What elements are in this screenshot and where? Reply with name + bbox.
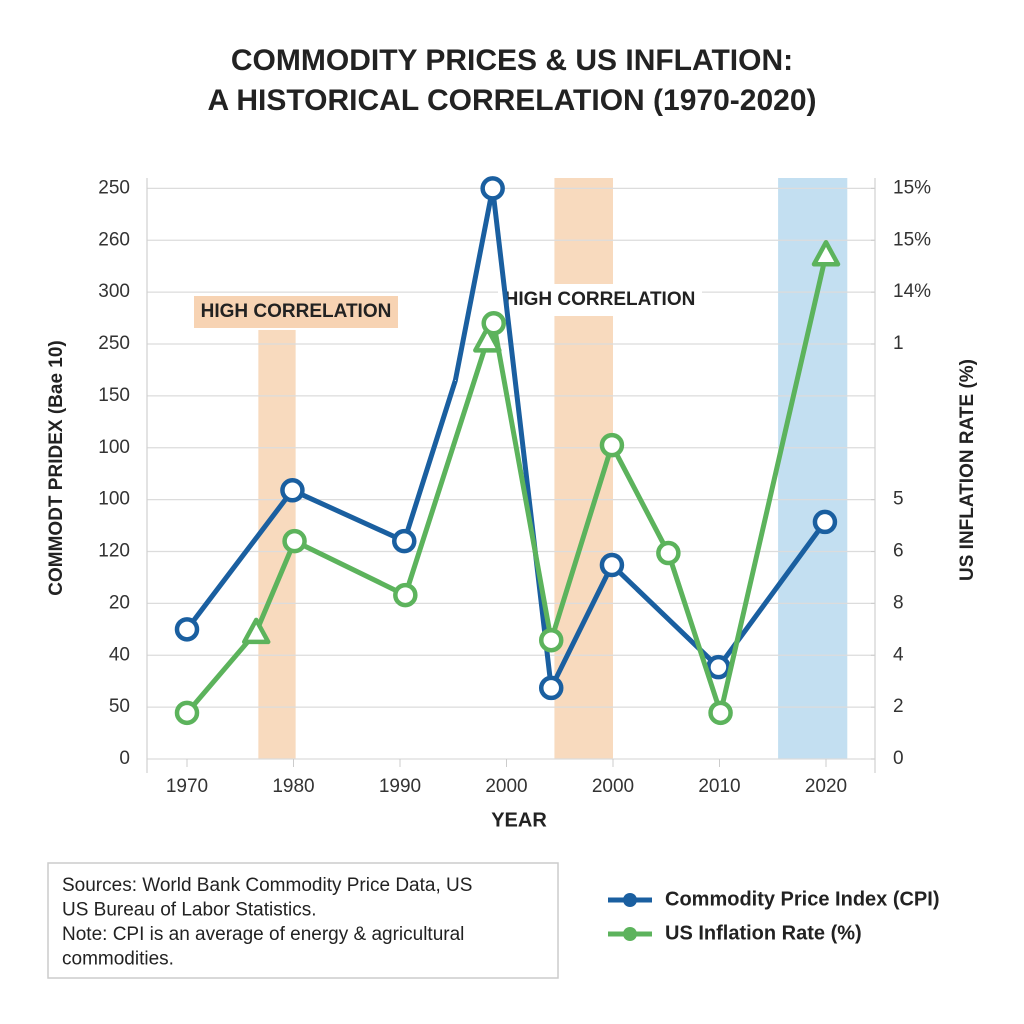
y2-tick-label: 6 (893, 541, 904, 562)
y-tick-label: 100 (98, 437, 130, 458)
point (241, 617, 271, 645)
y-tick-label: 250 (98, 333, 130, 354)
x-axis-label: YEAR (491, 809, 547, 831)
y2-tick-label: 15% (893, 177, 931, 198)
annotation-bg (194, 296, 398, 328)
y-tick-label: 150 (98, 385, 130, 406)
x-tick-label: 2000 (485, 776, 527, 797)
notes: Sources: World Bank Commodity Price Data… (62, 875, 472, 970)
y-tick-label: 20 (109, 592, 130, 613)
legend-label: US Inflation Rate (%) (665, 922, 862, 944)
annotation-bg (498, 284, 702, 316)
point (392, 528, 417, 554)
y-tick-label: 260 (98, 229, 130, 250)
point (811, 240, 841, 267)
point (280, 478, 305, 503)
y2-tick-label: 5 (893, 489, 904, 510)
y-tick-label: 120 (98, 541, 130, 562)
x-tick-label: 2010 (698, 776, 740, 797)
point (174, 700, 200, 726)
x-tick-label: 1970 (166, 776, 208, 797)
point (393, 582, 418, 608)
y2-tick-label: 4 (893, 644, 904, 665)
note-line: Note: CPI is an average of energy & agri… (62, 924, 464, 945)
point (174, 617, 200, 642)
point (481, 311, 506, 336)
y-tick-label: 250 (98, 177, 130, 198)
legend-swatch (623, 927, 637, 941)
legend-label: Commodity Price Index (CPI) (665, 888, 940, 910)
point (454, 379, 456, 381)
y-axis-label: COMMODT PRIDEX (Bae 10) (46, 340, 67, 595)
y-tick-label: 100 (98, 489, 130, 510)
point (656, 540, 681, 566)
highlight-band (778, 178, 848, 759)
note-line: US Bureau of Labor Statistics. (62, 900, 317, 921)
y-tick-label: 0 (119, 748, 130, 769)
x-tick-label: 1980 (272, 776, 314, 797)
y-tick-label: 300 (98, 281, 130, 302)
chart-title: COMMODITY PRICES & US INFLATION: (231, 44, 793, 77)
y2-tick-label: 2 (893, 696, 904, 717)
point (473, 326, 502, 353)
point (706, 654, 731, 680)
point (599, 432, 625, 458)
y-tick-label: 50 (109, 696, 130, 717)
annotation: HIGH CORRELATION (505, 289, 696, 310)
point (538, 627, 564, 653)
point (538, 675, 564, 701)
y2-tick-label: 14% (893, 281, 931, 302)
notes-box (47, 862, 559, 979)
y-tick-label: 40 (109, 644, 130, 665)
y2-tick-label: 0 (893, 748, 904, 769)
point (812, 509, 838, 535)
y2-tick-label: 15% (893, 229, 931, 250)
x-tick-label: 2000 (592, 776, 634, 797)
legend-swatch (623, 893, 637, 907)
y2-axis-label: US INFLATION RATE (%) (957, 359, 978, 581)
note-line: Sources: World Bank Commodity Price Data… (62, 875, 472, 896)
point (282, 528, 307, 554)
annotation: HIGH CORRELATION (201, 301, 392, 322)
chart-title: A HISTORICAL CORRELATION (1970-2020) (207, 84, 816, 117)
point (599, 552, 625, 578)
x-tick-label: 2020 (805, 776, 847, 797)
note-line: commodities. (62, 949, 174, 970)
point (708, 700, 733, 726)
y2-tick-label: 8 (893, 592, 904, 613)
y2-tick-label: 1 (893, 333, 904, 354)
point (480, 176, 505, 201)
x-tick-label: 1990 (379, 776, 421, 797)
